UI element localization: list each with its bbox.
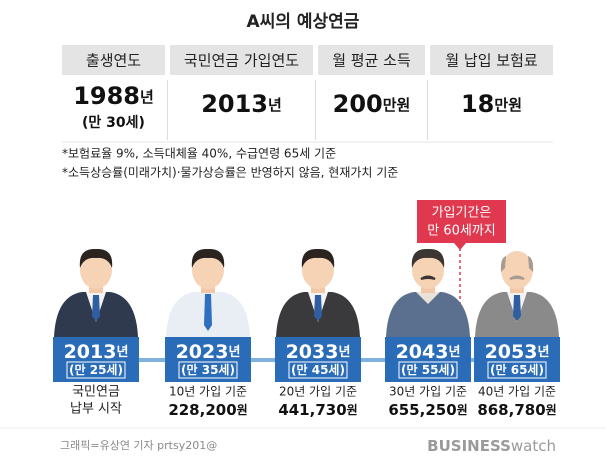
node-label: 국민연금 <box>72 385 120 400</box>
node-basis: 10년 가입 기준 <box>169 385 247 399</box>
person-tie <box>204 294 212 331</box>
year-number: 2043 <box>396 341 449 363</box>
header-text: 월 평균 소득 <box>332 52 411 70</box>
cell-number: 200 <box>333 90 383 118</box>
year-unit: 년 <box>537 345 549 360</box>
header-cell <box>62 45 165 75</box>
person-head <box>80 251 112 289</box>
node-basis: 20년 가입 기준 <box>279 385 357 399</box>
amount-number: 655,250 <box>388 401 456 419</box>
cell-value: 1988년 <box>73 82 154 110</box>
header-text: 월 납입 보험료 <box>445 52 538 70</box>
year-text: 2013년 <box>64 341 129 363</box>
age-box <box>178 361 238 379</box>
amount-unit: 원 <box>546 403 557 417</box>
person-mustache <box>509 275 525 280</box>
header-text: 출생연도 <box>86 52 141 70</box>
year-unit: 년 <box>338 345 350 360</box>
amount-unit: 원 <box>457 403 468 417</box>
cell-number: 18 <box>461 90 494 118</box>
person-collar <box>416 292 440 304</box>
person-hair <box>79 248 113 268</box>
year-text: 2053년 <box>485 341 550 363</box>
person-tie <box>92 295 100 321</box>
year-number: 2023 <box>176 341 229 363</box>
note: *소득상승률(미래가치)·물가상승률은 반영하지 않음, 현재가치 기준 <box>62 166 398 180</box>
person-head <box>412 251 444 289</box>
age-text: (만 25세) <box>69 362 123 377</box>
cell-unit: 년 <box>140 88 154 106</box>
person-hair <box>411 248 445 268</box>
age-text: (만 65세) <box>490 362 544 377</box>
age-box <box>66 361 126 379</box>
title: A씨의 예상연금 <box>247 12 360 32</box>
year-unit: 년 <box>228 345 240 360</box>
person-tie <box>513 295 521 321</box>
cell-unit: 년 <box>268 96 282 114</box>
age-text: (만 45세) <box>291 362 345 377</box>
callout-text: 가입기간은 <box>432 206 492 221</box>
year-unit: 년 <box>116 345 128 360</box>
year-number: 2013 <box>64 341 117 363</box>
person-head <box>501 251 533 289</box>
year-number: 2033 <box>286 341 339 363</box>
header-text: 국민연금 가입연도 <box>184 52 299 70</box>
person-hair <box>500 256 534 272</box>
node-basis: 30년 가입 기준 <box>389 385 467 399</box>
year-text: 2043년 <box>396 341 461 363</box>
cell-value: 18만원 <box>461 90 522 118</box>
node-amount: 655,250원 <box>388 401 467 419</box>
logo-light: watch <box>511 437 556 455</box>
person-tie <box>314 295 322 321</box>
age-text: (만 55세) <box>401 362 455 377</box>
age-box <box>398 361 458 379</box>
callout-arrow <box>454 243 466 250</box>
cell-value: 2013년 <box>201 90 282 118</box>
cell-unit: 만원 <box>494 96 522 114</box>
amount-unit: 원 <box>347 403 358 417</box>
year-unit: 년 <box>448 345 460 360</box>
person-body <box>386 292 470 337</box>
node-amount: 228,200원 <box>168 401 247 419</box>
header-cell <box>430 45 553 75</box>
logo-bold: BUSINESS <box>427 437 511 455</box>
year-text: 2023년 <box>176 341 241 363</box>
age-text: (만 35세) <box>181 362 235 377</box>
amount-number: 228,200 <box>168 401 236 419</box>
age-box <box>487 361 547 379</box>
person-head <box>302 251 334 289</box>
cell-unit: 만원 <box>383 96 411 114</box>
node-basis: 40년 가입 기준 <box>478 385 556 399</box>
person-hair <box>191 248 225 268</box>
amount-number: 868,780 <box>477 401 545 419</box>
footer-logo: BUSINESSwatch <box>427 437 556 455</box>
person-mustache <box>420 275 436 280</box>
person-hair <box>301 248 335 268</box>
cell-value: 200만원 <box>333 90 411 118</box>
callout-box <box>417 200 506 243</box>
node-amount: 441,730원 <box>278 401 357 419</box>
person-head <box>192 251 224 289</box>
amount-unit: 원 <box>237 403 248 417</box>
callout-text: 만 60세까지 <box>427 224 496 239</box>
node-label: 납부 시작 <box>70 402 122 417</box>
note: *보험료율 9%, 소득대체율 40%, 수급연령 65세 기준 <box>62 147 336 161</box>
age-box <box>288 361 348 379</box>
header-cell <box>318 45 425 75</box>
year-text: 2033년 <box>286 341 351 363</box>
footer-credit: 그래픽=유상연 기자 prtsy201@ <box>60 439 217 452</box>
year-number: 2053 <box>485 341 538 363</box>
cell-note: (만 30세) <box>82 115 145 131</box>
cell-number: 1988 <box>73 82 140 110</box>
node-amount: 868,780원 <box>477 401 556 419</box>
amount-number: 441,730 <box>278 401 346 419</box>
cell-number: 2013 <box>201 90 268 118</box>
header-cell <box>170 45 313 75</box>
